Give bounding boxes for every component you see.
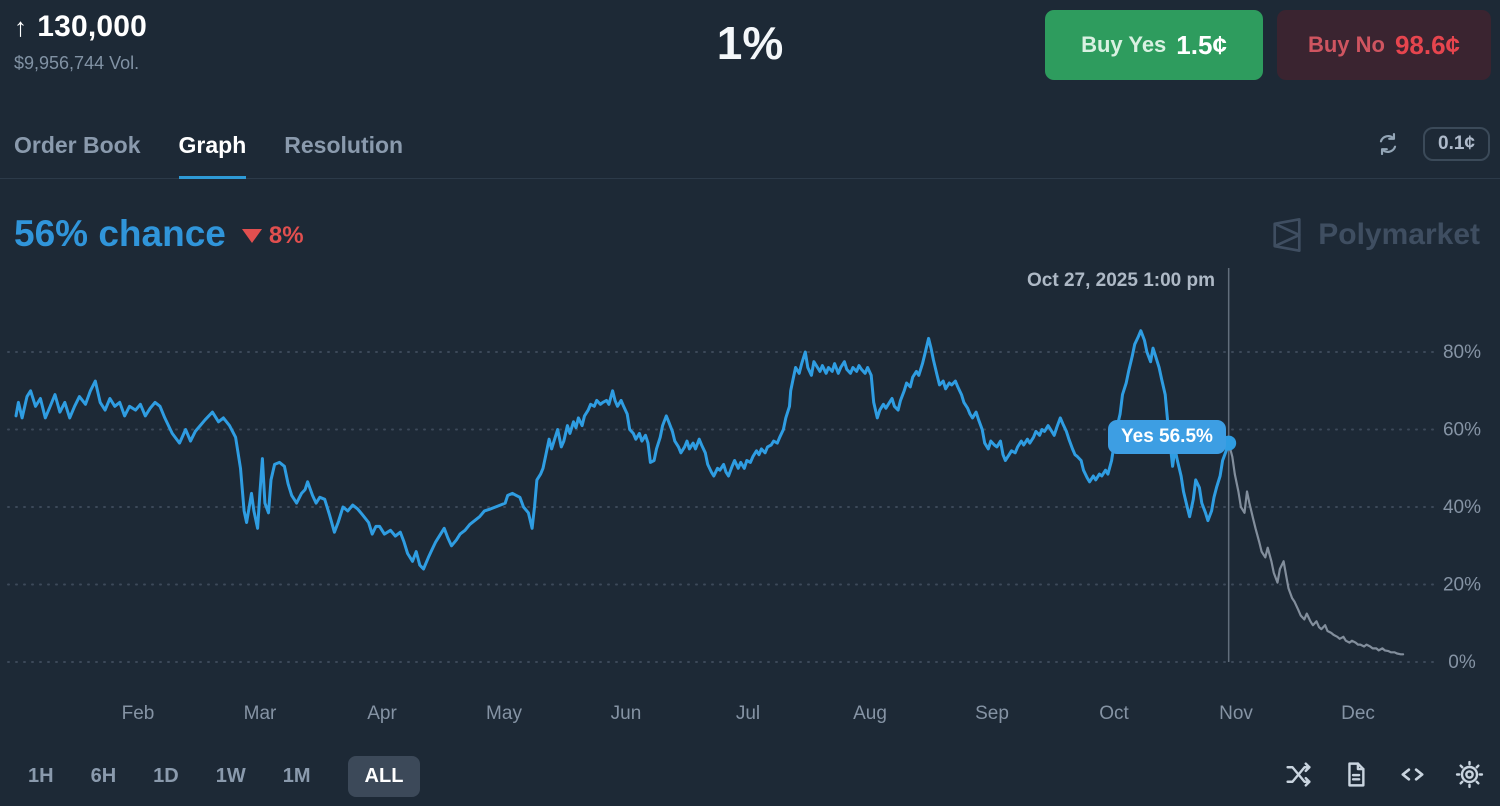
svg-text:20%: 20% — [1443, 575, 1481, 596]
time-range-selector: 1H 6H 1D 1W 1M ALL — [28, 754, 421, 798]
svg-text:40%: 40% — [1443, 497, 1481, 518]
buy-yes-label: Buy Yes — [1081, 32, 1167, 57]
tab-tools: 0.1¢ — [1375, 110, 1490, 178]
gear-icon[interactable] — [1455, 760, 1484, 789]
svg-text:Apr: Apr — [367, 703, 397, 724]
svg-text:60%: 60% — [1443, 420, 1481, 441]
up-arrow-icon: ↑ — [14, 11, 28, 42]
svg-text:Dec: Dec — [1341, 703, 1375, 724]
time-range-1d[interactable]: 1D — [153, 764, 179, 787]
tab-bar: Order Book Graph Resolution 0.1¢ — [0, 110, 1500, 179]
market-title-value: 130,000 — [37, 10, 148, 43]
time-range-1w[interactable]: 1W — [215, 764, 246, 787]
chance-change: 8% — [241, 222, 304, 250]
outcome-percent: 1% — [716, 17, 784, 69]
chance-row: 56% chance 8% — [14, 213, 304, 255]
code-icon[interactable] — [1398, 760, 1427, 789]
tabs: Order Book Graph Resolution — [14, 110, 441, 179]
svg-text:Feb: Feb — [122, 703, 155, 724]
svg-text:Aug: Aug — [853, 703, 887, 724]
svg-text:Jun: Jun — [611, 703, 642, 724]
polymarket-logo-text: Polymarket — [1318, 218, 1480, 251]
tab-order-book[interactable]: Order Book — [14, 131, 141, 158]
document-icon[interactable] — [1341, 760, 1370, 789]
buy-yes-button[interactable]: Buy Yes 1.5¢ — [1045, 10, 1263, 80]
polymarket-logo-icon — [1273, 218, 1301, 252]
refresh-icon[interactable] — [1375, 131, 1401, 157]
svg-text:May: May — [486, 703, 522, 724]
svg-text:Oct: Oct — [1099, 703, 1129, 724]
tab-graph[interactable]: Graph — [178, 110, 247, 179]
triangle-down-icon — [241, 229, 262, 243]
market-title: ↑ 130,000 — [14, 10, 147, 44]
hover-value-chip: Yes 56.5% — [1108, 420, 1226, 454]
time-range-6h[interactable]: 6H — [90, 764, 117, 787]
chart-tools — [1284, 760, 1484, 789]
chance-value: 56% chance — [14, 213, 226, 254]
market-volume: $9,956,744 Vol. — [14, 53, 140, 73]
svg-text:Jul: Jul — [736, 703, 760, 724]
buy-no-label: Buy No — [1307, 32, 1385, 57]
tick-size-button[interactable]: 0.1¢ — [1423, 127, 1490, 161]
tab-resolution[interactable]: Resolution — [284, 131, 404, 158]
polymarket-watermark: Polymarket — [1268, 216, 1480, 254]
svg-text:0%: 0% — [1448, 652, 1476, 673]
svg-text:Nov: Nov — [1219, 703, 1253, 724]
hover-date-label: Oct 27, 2025 1:00 pm — [1027, 270, 1215, 291]
buy-no-button[interactable]: Buy No 98.6¢ — [1277, 10, 1491, 80]
time-range-1h[interactable]: 1H — [28, 764, 54, 787]
svg-text:Mar: Mar — [244, 703, 277, 724]
chance-change-value: 8% — [268, 222, 304, 249]
svg-text:80%: 80% — [1443, 342, 1481, 363]
buy-no-price: 98.6¢ — [1394, 29, 1461, 60]
svg-text:Sep: Sep — [975, 703, 1009, 724]
time-range-1m[interactable]: 1M — [282, 764, 311, 787]
buy-yes-price: 1.5¢ — [1176, 29, 1227, 60]
shuffle-icon[interactable] — [1284, 760, 1313, 789]
time-range-all[interactable]: ALL — [347, 755, 421, 797]
